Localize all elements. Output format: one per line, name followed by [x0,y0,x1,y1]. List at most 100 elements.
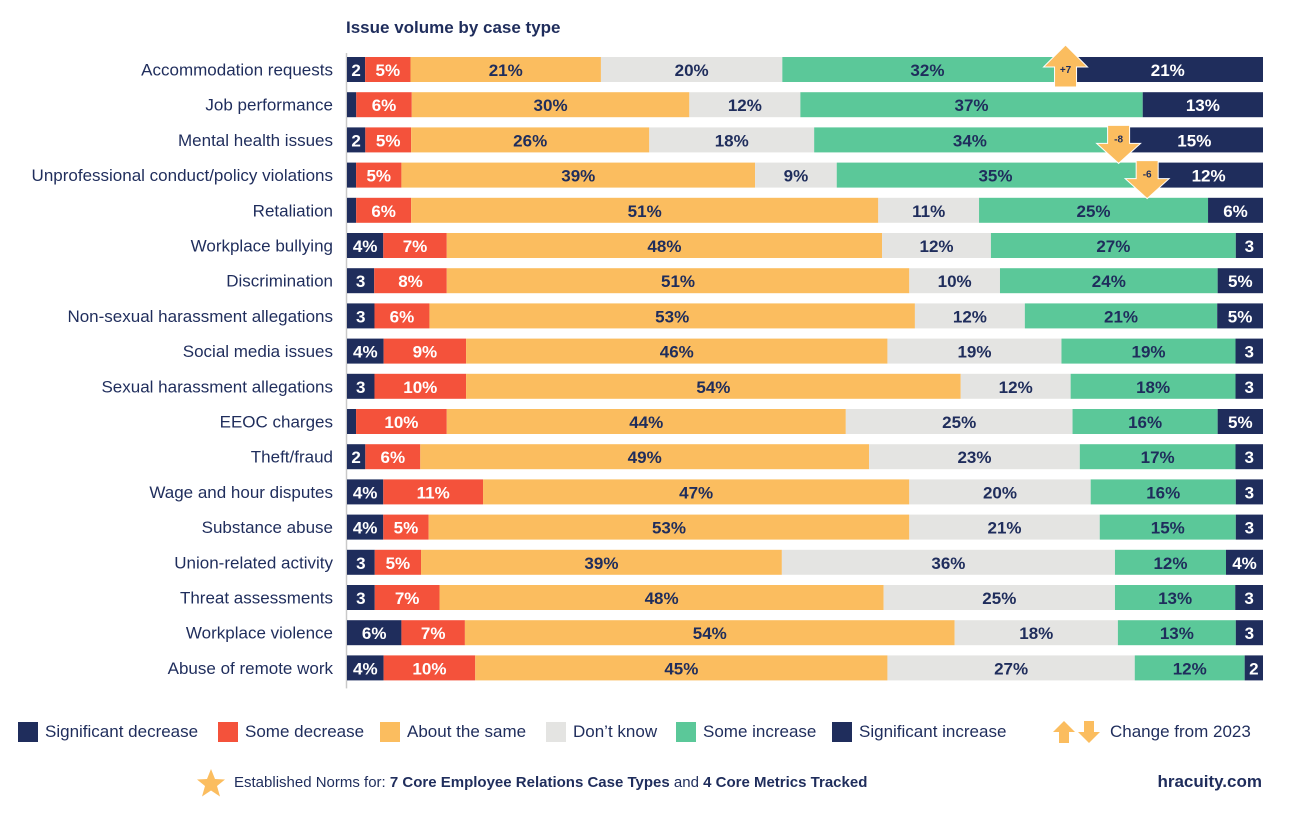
data-label: 4% [353,343,378,362]
bar-segment [1154,162,1263,188]
bar-segment [347,373,375,399]
bar-segment [464,620,955,646]
data-label: 16% [1146,483,1180,502]
bar-segment [1090,479,1236,505]
data-label: 25% [982,589,1016,608]
bar-segment [356,197,412,223]
bar-segment [845,409,1073,434]
data-label: 8% [398,272,423,291]
data-label: 7% [395,589,420,608]
data-label: 20% [983,483,1017,502]
bar-segment [600,57,783,82]
bar-segment [1072,409,1218,434]
bar-segment [347,655,384,681]
bar-segment [347,162,357,188]
data-label: 32% [910,61,944,80]
bar-segment [439,585,884,610]
data-label: 3 [356,589,365,608]
data-label: 2 [351,131,360,150]
data-label: 10% [403,378,437,397]
data-label: 3 [1245,483,1254,502]
bar-segment [374,373,467,399]
legend-label: Some increase [703,722,817,741]
brand-link[interactable]: hracuity.com [1157,772,1262,791]
bar-segment [347,233,384,258]
data-label: 12% [919,237,953,256]
data-label: 47% [679,483,713,502]
category-label: Abuse of remote work [168,659,334,678]
category-label: Workplace bullying [191,237,333,256]
bar-segment [466,373,961,399]
bar-segment [347,197,357,223]
bar-segment [1208,197,1263,223]
bar-segment [428,514,910,540]
bar-segment [887,655,1135,681]
data-label: 3 [1245,237,1254,256]
data-label: 51% [628,202,662,221]
bar-segment [1235,444,1263,470]
data-label: 12% [1192,167,1226,186]
bar-segment [1217,303,1263,329]
bar-segment [649,127,815,153]
category-label: Non-sexual harassment allegations [67,307,333,326]
data-label: 3 [356,307,365,326]
change-down-arrow [1095,124,1142,165]
bar-segment [421,549,782,575]
data-label: 10% [384,413,418,432]
footer: Established Norms for: 7 Core Employee R… [0,768,1292,798]
bar-segment [347,338,384,364]
bar-segment [782,57,1073,82]
data-label: 17% [1141,448,1175,467]
data-label: 27% [994,659,1028,678]
bar-segment [347,303,375,329]
data-label: 3 [1244,589,1253,608]
data-label: 18% [1136,378,1170,397]
legend-label: Significant decrease [45,722,199,741]
bar-segment [356,409,447,434]
bar-segment [960,373,1071,399]
bar-segment [1061,338,1236,364]
data-label: 6% [1223,202,1248,221]
legend-label: Change from 2023 [1110,722,1251,741]
legend-item-change-from-2023: Change from 2023 [1052,720,1251,744]
data-label: 45% [664,659,698,678]
legend-swatch [218,722,238,742]
data-label: 39% [561,167,595,186]
bar-segment [1235,373,1263,399]
data-label: 3 [1245,624,1254,643]
data-label: 6% [371,202,396,221]
bar-segment [347,479,384,505]
change-label: -6 [1143,170,1152,181]
category-label: Theft/fraud [251,448,333,467]
change-label: +7 [1060,65,1072,76]
bar-segment [909,268,1000,294]
category-label: Social media issues [183,342,333,361]
legend-label: About the same [407,722,527,741]
bar-segment [1235,620,1263,646]
up-arrow-icon [1053,721,1075,743]
data-label: 4% [353,659,378,678]
data-label: 24% [1092,272,1126,291]
bar-segment [836,162,1155,188]
data-label: 26% [513,131,547,150]
data-label: 4% [1232,554,1257,573]
bar-segment [1024,303,1218,329]
bar-segment [1079,444,1236,470]
data-label: 12% [953,307,987,326]
bar-segment [446,409,846,434]
category-label: Job performance [205,96,333,115]
data-label: 4% [353,237,378,256]
bar-segment [347,127,366,153]
data-label: 10% [938,272,972,291]
bar-segment [347,92,357,118]
category-label: Discrimination [226,272,333,291]
data-label: 5% [366,167,391,186]
bar-segment [1235,585,1263,610]
bar-segment [1244,655,1263,681]
bar-segment [1235,233,1263,258]
data-label: 21% [988,519,1022,538]
bar-segment [1235,514,1263,540]
bar-segment [909,479,1091,505]
footer-note-metrics: 4 Core Metrics Tracked [703,774,868,791]
legend-swatch [832,722,852,742]
